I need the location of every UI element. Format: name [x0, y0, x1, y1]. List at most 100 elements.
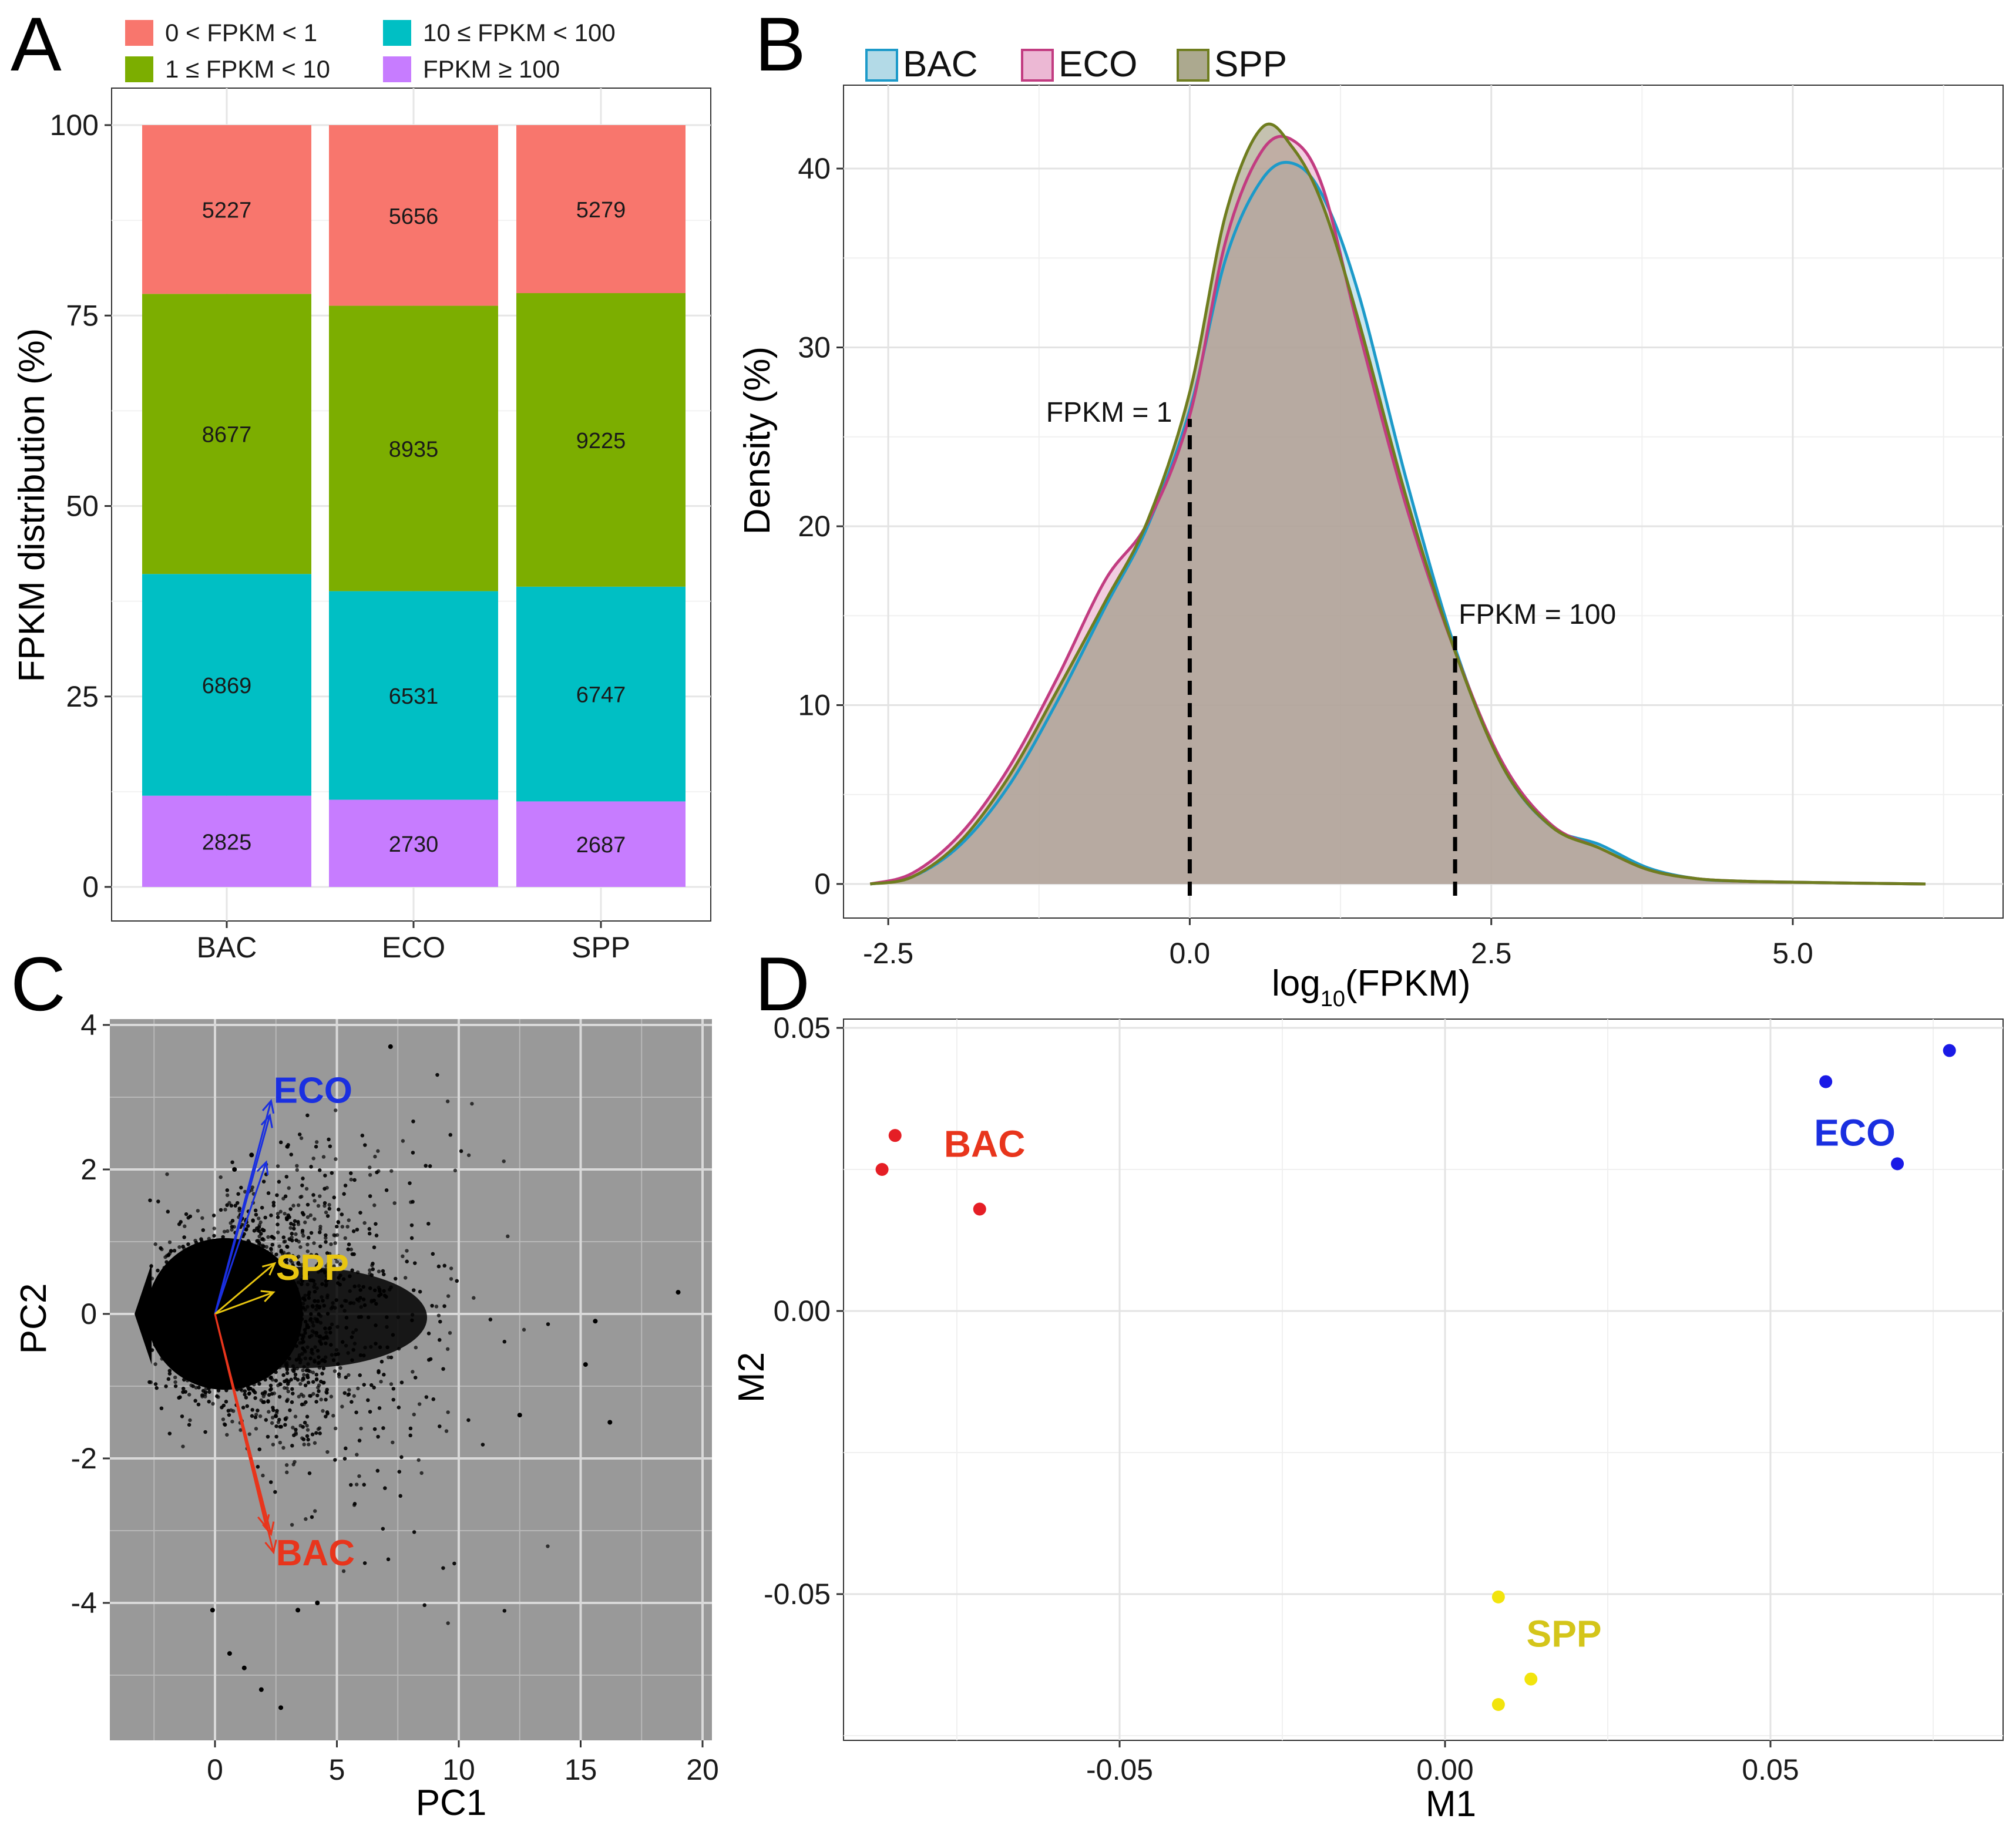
- score-point: [257, 1447, 261, 1451]
- score-point: [257, 1316, 261, 1320]
- score-point: [269, 1246, 273, 1251]
- score-point: [298, 1132, 302, 1137]
- score-point: [438, 1319, 442, 1324]
- score-point: [210, 1313, 214, 1317]
- score-point: [288, 1408, 292, 1413]
- score-point: [190, 1260, 194, 1264]
- score-point: [206, 1330, 210, 1334]
- score-point: [270, 1242, 274, 1247]
- score-point: [194, 1303, 199, 1307]
- score-point: [444, 1429, 449, 1433]
- score-point: [305, 1113, 310, 1118]
- score-point: [411, 1370, 415, 1374]
- score-point: [352, 1284, 357, 1289]
- score-point: [257, 1376, 261, 1381]
- score-point: [284, 1335, 288, 1340]
- score-point: [327, 1206, 332, 1211]
- score-point: [250, 1289, 254, 1293]
- score-point: [163, 1357, 167, 1362]
- score-point: [449, 1266, 453, 1270]
- score-point: [231, 1303, 235, 1307]
- score-point: [223, 1375, 227, 1380]
- score-point: [177, 1315, 181, 1320]
- score-point: [266, 1434, 270, 1439]
- score-point: [186, 1339, 190, 1344]
- score-point: [266, 1327, 270, 1331]
- score-point: [295, 1337, 300, 1342]
- score-point: [170, 1311, 175, 1315]
- score-point: [314, 1253, 319, 1257]
- score-point: [162, 1297, 167, 1301]
- score-point: [190, 1307, 195, 1312]
- score-point: [231, 1320, 235, 1324]
- score-point: [193, 1270, 197, 1275]
- score-point: [348, 1301, 352, 1305]
- score-point: [414, 1376, 418, 1380]
- score-point: [459, 1149, 463, 1154]
- score-point: [285, 1217, 289, 1222]
- score-point: [283, 1386, 287, 1390]
- score-point: [266, 1399, 270, 1403]
- score-point: [300, 1229, 305, 1233]
- score-point: [191, 1336, 196, 1340]
- score-point: [223, 1296, 227, 1300]
- score-point: [310, 1515, 314, 1520]
- score-point: [271, 1310, 275, 1314]
- score-point: [232, 1167, 237, 1172]
- score-point: [314, 1400, 318, 1404]
- score-point: [186, 1242, 190, 1246]
- score-point: [226, 1320, 230, 1325]
- score-point: [266, 1312, 270, 1316]
- score-point: [270, 1280, 275, 1285]
- score-point: [269, 1251, 273, 1255]
- score-point: [202, 1316, 207, 1320]
- score-point: [213, 1346, 217, 1351]
- score-point: [313, 1299, 317, 1303]
- score-point: [209, 1374, 213, 1379]
- score-point: [153, 1382, 158, 1386]
- score-point: [317, 1312, 321, 1316]
- score-point: [156, 1268, 160, 1273]
- score-point: [246, 1346, 250, 1350]
- score-point: [238, 1256, 242, 1261]
- score-point: [201, 1311, 206, 1315]
- score-point: [196, 1256, 200, 1260]
- x-title-sub: 10: [1321, 987, 1345, 1011]
- score-point: [293, 1324, 297, 1329]
- score-point: [159, 1406, 164, 1410]
- score-point: [368, 1286, 372, 1290]
- score-point: [153, 1362, 157, 1366]
- legend-swatch-spp: [1177, 49, 1209, 82]
- score-point: [201, 1389, 206, 1393]
- score-point: [210, 1339, 214, 1343]
- panel-a: 2825 6869 8677 5227 BAC 2730 6531 8935 5656 ECO 26…: [12, 19, 711, 964]
- score-point: [277, 1309, 281, 1313]
- score-point: [360, 1134, 365, 1138]
- score-point: [210, 1359, 214, 1364]
- score-point: [197, 1332, 202, 1336]
- score-point: [262, 1333, 266, 1337]
- score-point: [333, 1306, 337, 1310]
- score-point: [319, 1379, 323, 1384]
- score-point: [303, 1297, 307, 1302]
- score-point: [347, 1388, 351, 1392]
- score-point: [203, 1253, 207, 1258]
- score-point: [252, 1284, 256, 1289]
- score-point: [347, 1242, 351, 1246]
- score-point: [248, 1319, 253, 1323]
- score-point: [209, 1267, 213, 1272]
- score-point: [293, 1414, 298, 1418]
- mds-point-bac: [888, 1129, 902, 1142]
- score-point: [325, 1387, 330, 1392]
- score-point: [313, 1217, 317, 1221]
- score-point: [329, 1306, 334, 1310]
- score-point: [278, 1705, 284, 1710]
- score-point: [337, 1208, 341, 1212]
- score-point: [414, 1346, 418, 1350]
- score-point: [336, 1220, 340, 1224]
- x-tick-label-eco: ECO: [382, 931, 445, 964]
- score-point: [187, 1393, 191, 1397]
- score-point: [379, 1360, 384, 1364]
- score-point: [333, 1268, 337, 1272]
- score-point: [305, 1242, 310, 1247]
